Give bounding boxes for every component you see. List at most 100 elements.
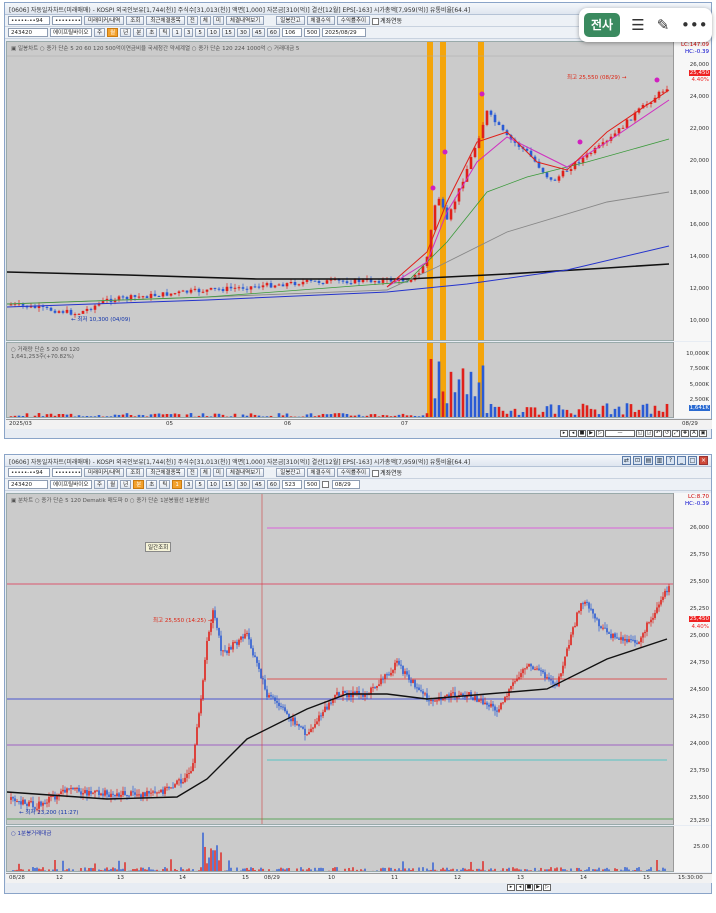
filled-button[interactable]: 체 (199, 468, 211, 477)
save-icon[interactable]: ▥ (655, 456, 664, 465)
interval-30[interactable]: 30 (236, 480, 250, 489)
interval-3[interactable]: 3 (183, 480, 194, 489)
period-tick[interactable]: 틱 (159, 28, 171, 37)
title-bar: [0606] 자동일자차트(미래매매) - KOSPI 외국인보유[1,744(… (5, 455, 711, 467)
interval-3[interactable]: 3 (183, 28, 194, 37)
volume-bar (76, 871, 77, 872)
daily-balance-button[interactable]: 일봉잔고 (276, 16, 305, 25)
interval-1[interactable]: 1 (172, 28, 182, 37)
interval-60[interactable]: 60 (266, 28, 280, 37)
recent-button[interactable]: 최근체결종목 (146, 468, 185, 477)
interval-1[interactable]: 1 (172, 480, 182, 489)
password-field[interactable]: •••••••• (52, 16, 82, 25)
volume-bar (268, 869, 270, 871)
interval-15[interactable]: 15 (221, 480, 235, 489)
account-field[interactable]: •••••-••94 (8, 468, 50, 477)
volume-bar (288, 867, 290, 871)
interval-5[interactable]: 5 (195, 28, 205, 37)
share-icon[interactable]: ⇄ (622, 456, 631, 465)
interval-60[interactable]: 60 (266, 480, 280, 489)
maximize-icon[interactable]: □ (688, 456, 697, 465)
more-icon[interactable]: ••• (681, 16, 708, 34)
interval-45[interactable]: 45 (251, 28, 265, 37)
candle (556, 684, 558, 687)
account-link-check[interactable]: 계좌연동 (372, 16, 402, 25)
unfilled-button[interactable]: 미 (212, 468, 224, 477)
all-button[interactable]: 전 (186, 468, 198, 477)
pen-icon[interactable]: ✎ (656, 16, 670, 34)
chart-nav[interactable]: ▸ ◂ ■ ▶ ▷ — ◱ ◲ ↶ ↺ ⤢ ✚ A ▣ (560, 430, 707, 438)
interval-10[interactable]: 10 (206, 480, 220, 489)
volume-chart[interactable]: ○ 거래량 단순 5 20 60 120 1,641,253주(+70.82%) (6, 342, 674, 418)
fill-profit-button[interactable]: 체결수익 (306, 16, 335, 25)
recent-button[interactable]: 최근체결종목 (146, 16, 185, 25)
account-link-check[interactable]: 계좌연동 (372, 468, 402, 477)
period-year[interactable]: 년 (120, 28, 132, 37)
minimize-icon[interactable]: _ (677, 456, 686, 465)
fill-detail-button[interactable]: 체결내역보기 (225, 16, 265, 25)
period-minute[interactable]: 분 (133, 480, 145, 489)
date-input[interactable]: 2025/08/29 (321, 28, 366, 37)
volume-bar (469, 371, 473, 417)
account-field[interactable]: •••••-••94 (8, 16, 50, 25)
volume-chart[interactable]: ○ 1분봉거래대금 (6, 826, 674, 872)
password-field[interactable]: •••••••• (52, 468, 82, 477)
link-icon[interactable]: ⊡ (633, 456, 642, 465)
interval-10[interactable]: 10 (206, 28, 220, 37)
total-field[interactable]: 500 (303, 480, 320, 489)
period-second[interactable]: 초 (146, 480, 158, 489)
yield-trend-button[interactable]: 수익률추이 (336, 468, 371, 477)
volume-bar (518, 869, 520, 871)
period-minute[interactable]: 분 (133, 28, 145, 37)
stock-name-field[interactable]: 에이프릴바이오 (50, 28, 92, 37)
query-button[interactable]: 조회 (126, 16, 145, 25)
all-company-button[interactable]: 전사 (584, 13, 620, 37)
count-input[interactable]: 106 (281, 28, 302, 37)
date-input[interactable]: 08/29 (331, 480, 360, 489)
daily-balance-button[interactable]: 일봉잔고 (276, 468, 305, 477)
history-button[interactable]: 미래미커/내역 (84, 468, 125, 477)
interval-30[interactable]: 30 (236, 28, 250, 37)
candle (344, 690, 346, 693)
volume-bar (345, 413, 349, 417)
filled-button[interactable]: 체 (199, 16, 211, 25)
volume-bar (56, 869, 58, 871)
fill-detail-button[interactable]: 체결내역보기 (225, 468, 265, 477)
query-button[interactable]: 조회 (126, 468, 145, 477)
chart-nav[interactable]: ▸ ◂ ■ ▶ ▷ (507, 884, 551, 892)
candle (620, 637, 622, 640)
period-month[interactable]: 월 (107, 480, 119, 489)
price-chart[interactable]: ▣ 일봉차트 ○ 종가 단순 5 20 60 120 500억이연금비율 국세청… (6, 41, 674, 341)
price-chart[interactable]: ▣ 분차트 ○ 종가 단순 5 120 Dematik 매도파 0 ○ 종가 단… (6, 493, 674, 825)
unfilled-button[interactable]: 미 (212, 16, 224, 25)
candle (396, 660, 398, 663)
close-icon[interactable]: × (699, 456, 708, 465)
history-button[interactable]: 미래미커/내역 (84, 16, 125, 25)
menu-icon[interactable]: ☰ (631, 16, 645, 34)
count-input[interactable]: 523 (281, 480, 302, 489)
fill-profit-button[interactable]: 체결수익 (306, 468, 335, 477)
period-tick[interactable]: 틱 (159, 480, 171, 489)
candle (72, 787, 74, 790)
period-year[interactable]: 년 (120, 480, 132, 489)
print-icon[interactable]: ▤ (644, 456, 653, 465)
interval-15[interactable]: 15 (221, 28, 235, 37)
candle (124, 791, 126, 795)
volume-bar (629, 404, 633, 417)
help-icon[interactable]: ? (666, 456, 675, 465)
interval-5[interactable]: 5 (195, 480, 205, 489)
period-second[interactable]: 초 (146, 28, 158, 37)
volume-bar (276, 869, 278, 871)
stock-name-field[interactable]: 에이프릴바이오 (50, 480, 92, 489)
period-month[interactable]: 월 (107, 28, 119, 37)
total-field[interactable]: 500 (303, 28, 320, 37)
interval-45[interactable]: 45 (251, 480, 265, 489)
stock-code-input[interactable]: 243420 (8, 28, 48, 37)
all-button[interactable]: 전 (186, 16, 198, 25)
period-week[interactable]: 주 (94, 480, 106, 489)
yield-trend-button[interactable]: 수익률추이 (336, 16, 371, 25)
date-check[interactable] (321, 481, 330, 488)
period-week[interactable]: 주 (94, 28, 106, 37)
stock-code-input[interactable]: 243420 (8, 480, 48, 489)
candle (261, 285, 265, 288)
